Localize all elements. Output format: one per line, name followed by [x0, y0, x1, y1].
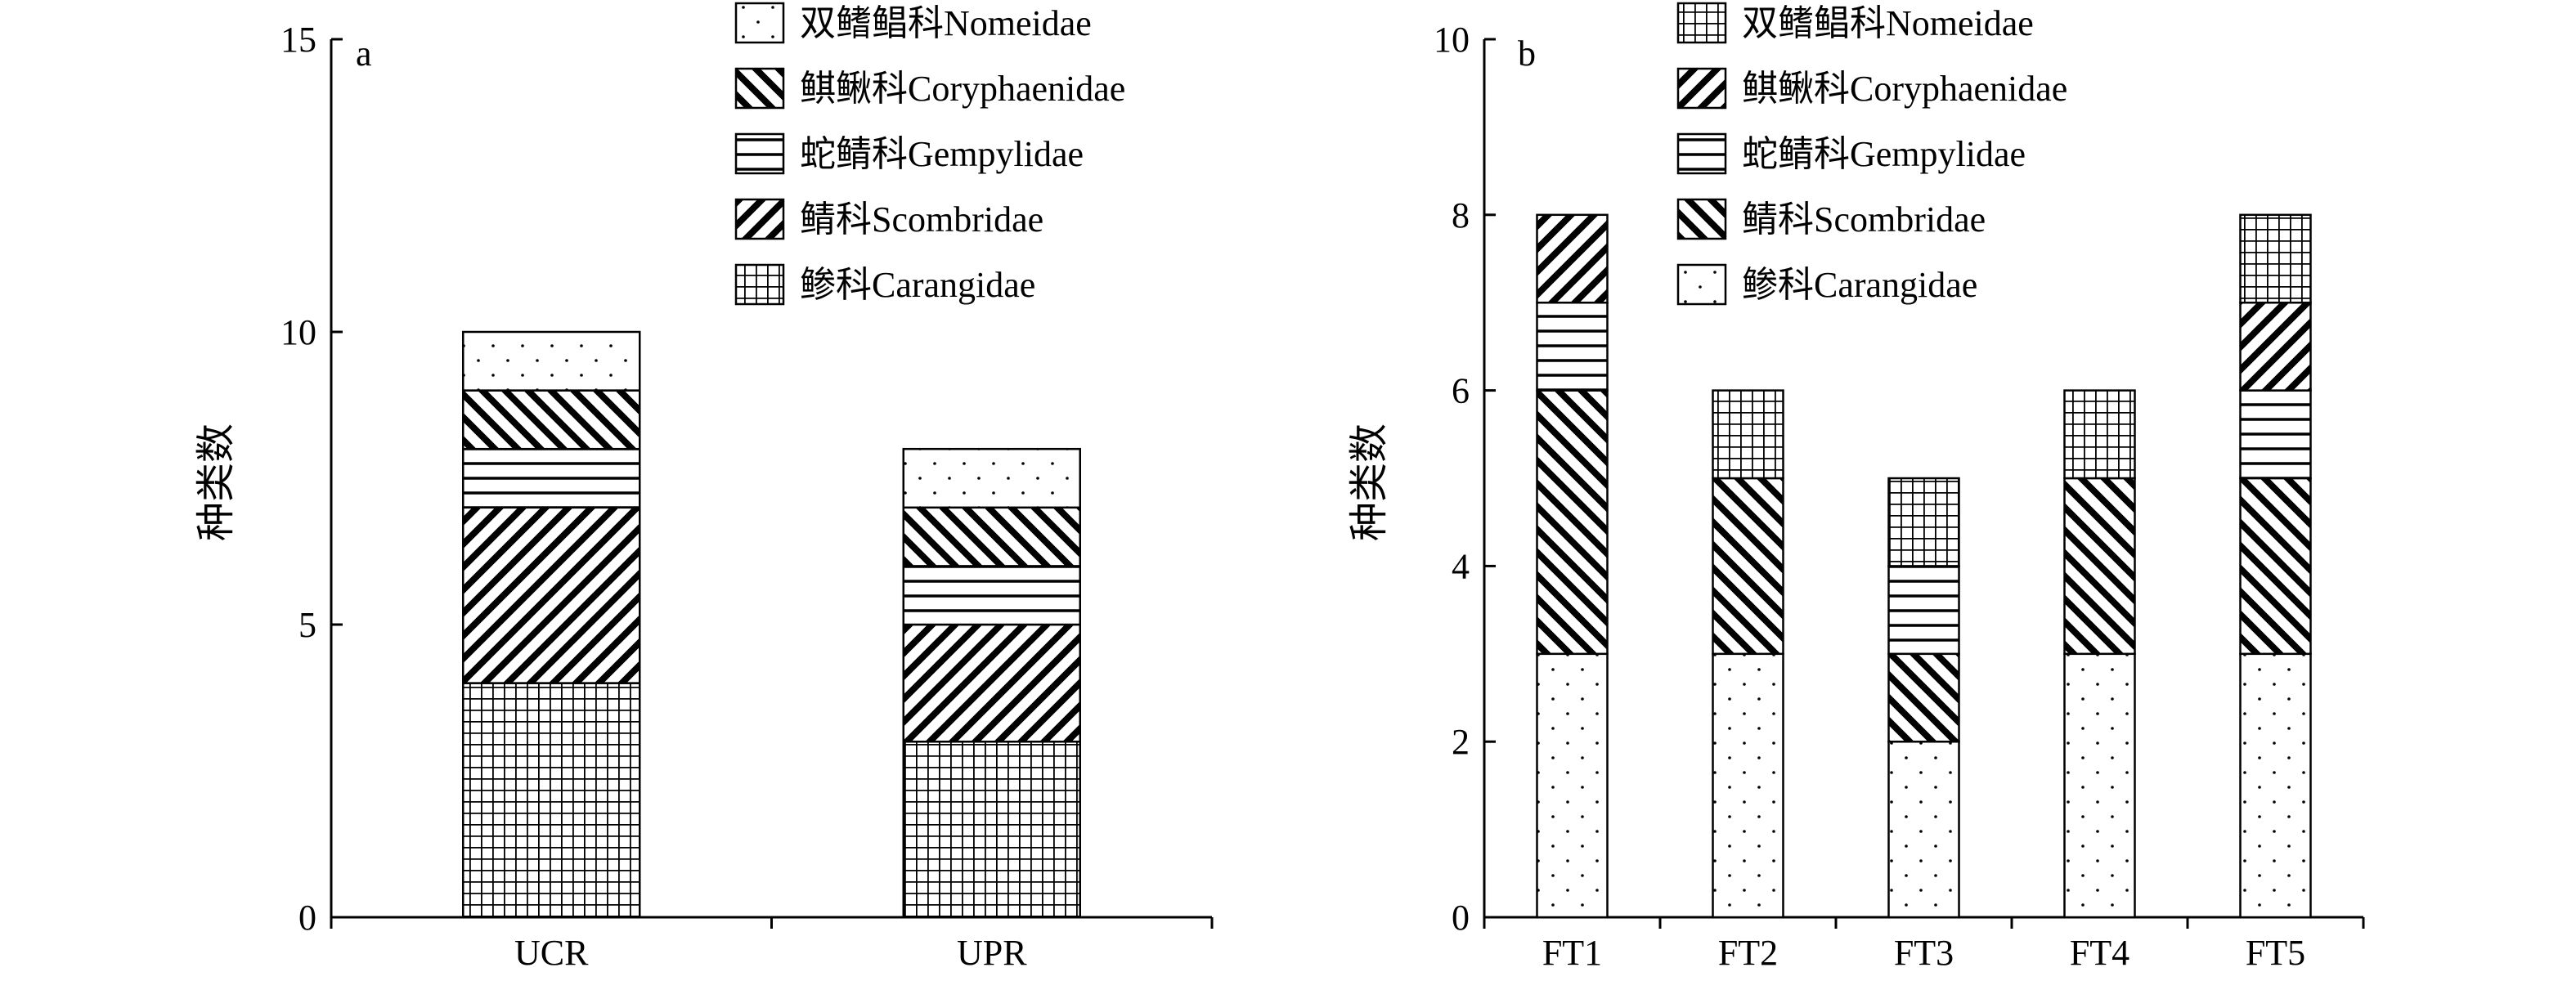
bar-segment-gempylidae-ft1: [1536, 301, 1609, 392]
bar-segment-gempylidae-ft5: [2239, 389, 2312, 480]
legend-label-scombridae: 鲭科Scombridae: [1742, 199, 1986, 240]
legend-swatch-gempylidae: [734, 132, 785, 175]
x-tick-label: FT1: [1542, 933, 1602, 973]
legend-label-carangidae: 鲹科Carangidae: [800, 265, 1035, 305]
bar-segment-coryphaenidae-ft5: [2239, 301, 2312, 392]
bar-segment-nomeidae-ft4: [2063, 389, 2136, 480]
y-tick-label: 10: [280, 312, 316, 352]
legend-swatch-carangidae: [734, 263, 785, 306]
legend-swatch-scombridae: [734, 198, 785, 240]
bar-segment-carangidae-ucr: [462, 682, 641, 919]
y-tick-label: 2: [1452, 722, 1470, 762]
panel-label: b: [1518, 34, 1536, 74]
legend-label-carangidae: 鲹科Carangidae: [1742, 265, 1977, 305]
y-axis-label: 种类数: [195, 423, 238, 541]
y-tick-label: 15: [280, 20, 316, 60]
legend-label-gempylidae: 蛇鲭科Gempylidae: [1742, 134, 2026, 174]
bar-segment-carangidae-ft3: [1887, 740, 1960, 919]
y-tick-label: 8: [1452, 195, 1470, 235]
y-tick-label: 6: [1452, 371, 1470, 411]
x-tick-label: UCR: [514, 933, 589, 973]
chart-panel-a: a 种类数 0 5 10 15 UCR UPR 双鳍鲳科Nomeidae 鲯鳅科Coryph…: [195, 2, 1214, 973]
bar-segment-scombridae-ft2: [1712, 477, 1784, 656]
legend-label-nomeidae: 双鳍鲳科Nomeidae: [800, 3, 1092, 43]
legend-swatch-nomeidae: [734, 2, 785, 44]
legend-swatch-gempylidae: [1676, 132, 1727, 175]
bar-segment-coryphaenidae-upr: [902, 506, 1081, 567]
legend: 双鳍鲳科Nomeidae 鲯鳅科Coryphaenidae 蛇鲭科Gempylida…: [734, 2, 1125, 306]
y-axis-label: 种类数: [1348, 423, 1391, 541]
bar-segment-carangidae-upr: [902, 740, 1081, 919]
bar-segment-nomeidae-ft2: [1712, 389, 1784, 480]
legend-swatch-carangidae: [1676, 263, 1727, 306]
y-tick-label: 0: [298, 898, 316, 938]
bar-segment-carangidae-ft1: [1536, 652, 1609, 919]
legend-label-coryphaenidae: 鲯鳅科Coryphaenidae: [1742, 69, 2067, 109]
x-tick-label: FT3: [1894, 933, 1954, 973]
bar-segment-scombridae-ucr: [462, 506, 641, 684]
bar-segment-scombridae-ft5: [2239, 477, 2312, 656]
bar-stacks: [1536, 213, 2312, 919]
bar-stacks: [462, 330, 1081, 919]
legend-swatch-scombridae: [1676, 198, 1727, 240]
chart-panel-b: b 种类数 0 2 4 6 8 10 FT1 FT2 FT3 FT4 FT5 双鳍鲳科Nomeida…: [1348, 2, 2365, 973]
bar-segment-carangidae-ft5: [2239, 652, 2312, 919]
bar-segment-carangidae-ft4: [2063, 652, 2136, 919]
x-tick-label: FT2: [1718, 933, 1778, 973]
x-tick-label: FT4: [2070, 933, 2129, 973]
y-tick-label: 4: [1452, 546, 1470, 586]
bar-segment-gempylidae-ft3: [1887, 565, 1960, 656]
bar-segment-scombridae-upr: [902, 623, 1081, 743]
bar-segment-nomeidae-ft5: [2239, 213, 2312, 304]
legend-label-gempylidae: 蛇鲭科Gempylidae: [800, 134, 1084, 174]
legend-swatch-coryphaenidae: [1676, 67, 1727, 110]
legend-label-nomeidae: 双鳍鲳科Nomeidae: [1742, 3, 2034, 43]
bar-segment-nomeidae-upr: [902, 447, 1081, 509]
x-tick-label: FT5: [2246, 933, 2305, 973]
legend-swatch-nomeidae: [1676, 2, 1727, 44]
bar-segment-scombridae-ft4: [2063, 477, 2136, 656]
bar-segment-nomeidae-ucr: [462, 330, 641, 392]
legend-swatch-coryphaenidae: [734, 67, 785, 110]
panel-label: a: [356, 34, 372, 74]
y-tick-label: 5: [298, 605, 316, 645]
bar-segment-coryphaenidae-ft1: [1536, 213, 1609, 304]
bar-segment-scombridae-ft3: [1887, 652, 1960, 743]
bar-segment-nomeidae-ft3: [1887, 477, 1960, 567]
y-tick-label: 0: [1452, 898, 1470, 938]
bar-segment-carangidae-ft2: [1712, 652, 1784, 919]
bar-segment-gempylidae-upr: [902, 565, 1081, 626]
axes: 0 2 4 6 8 10 FT1 FT2 FT3 FT4 FT5: [1434, 20, 2365, 973]
y-tick-label: 10: [1434, 20, 1470, 60]
legend: 双鳍鲳科Nomeidae 鲯鳅科Coryphaenidae 蛇鲭科Gempylida…: [1676, 2, 2067, 306]
bar-segment-scombridae-ft1: [1536, 389, 1609, 656]
bar-segment-coryphaenidae-ucr: [462, 389, 641, 450]
x-tick-label: UPR: [957, 933, 1027, 973]
legend-label-scombridae: 鲭科Scombridae: [800, 199, 1043, 240]
bar-segment-gempylidae-ucr: [462, 447, 641, 509]
legend-label-coryphaenidae: 鲯鳅科Coryphaenidae: [800, 69, 1125, 109]
